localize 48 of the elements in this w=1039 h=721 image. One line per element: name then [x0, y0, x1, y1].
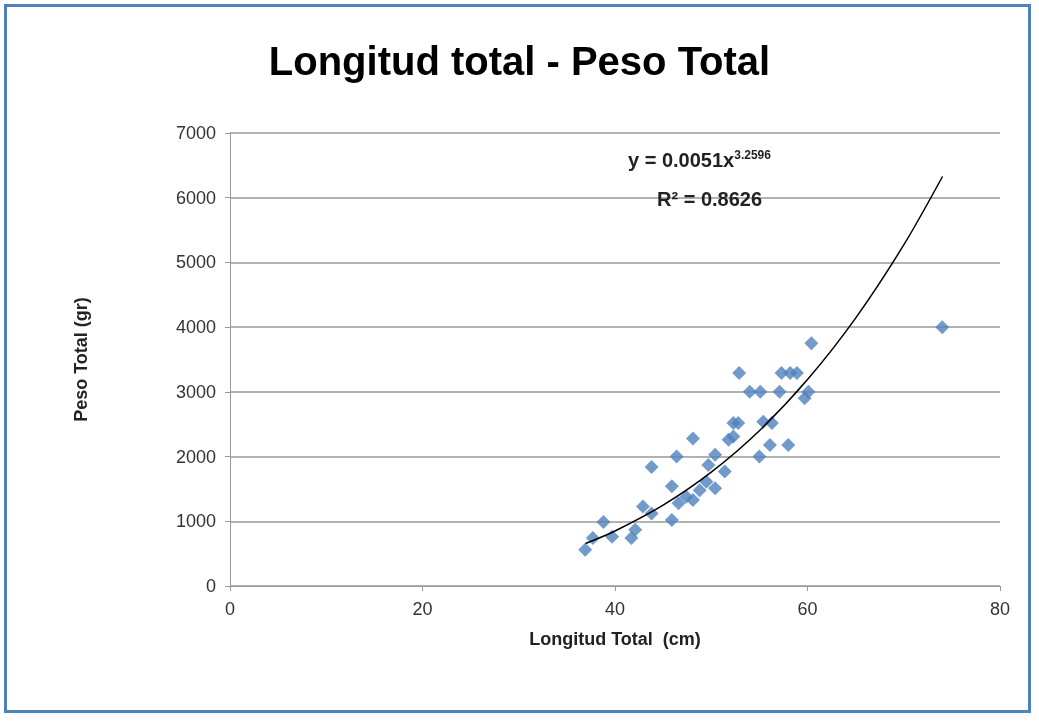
point	[664, 479, 679, 494]
point	[685, 492, 700, 507]
y-tick-label: 0	[205, 576, 216, 596]
x-tick-label: 60	[797, 599, 818, 619]
y-tick-label: 5000	[175, 252, 216, 273]
point	[669, 449, 684, 464]
y-tick-label: 3000	[175, 381, 216, 402]
point	[708, 447, 723, 462]
point	[624, 531, 639, 546]
point	[804, 336, 819, 351]
y-tick-label: 2000	[175, 446, 216, 467]
annotation: R² = 0.8626	[657, 188, 763, 211]
point	[801, 384, 816, 399]
point	[742, 384, 757, 399]
point	[644, 459, 659, 474]
chart-title: Longitud total - Peso Total	[268, 39, 771, 83]
x-tick-label: 40	[604, 599, 626, 619]
point	[596, 514, 611, 529]
point	[772, 384, 787, 399]
point	[701, 457, 716, 472]
point	[789, 366, 804, 381]
point	[578, 542, 593, 557]
point	[685, 431, 700, 446]
point	[692, 483, 707, 498]
point	[726, 429, 741, 444]
x-tick-label: 80	[989, 599, 1011, 619]
y-tick-label: 7000	[175, 123, 216, 143]
y-tick-label: 4000	[175, 317, 216, 338]
point	[752, 449, 767, 464]
point	[935, 320, 950, 335]
point	[753, 384, 768, 399]
x-axis-title: Longitud Total (cm)	[529, 629, 701, 649]
point	[762, 437, 777, 452]
point	[781, 437, 796, 452]
point	[717, 464, 732, 479]
point	[708, 481, 723, 496]
y-axis-title: Peso Total (gr)	[71, 297, 91, 422]
point	[628, 522, 643, 537]
point	[731, 415, 746, 430]
y-tick-label: 6000	[175, 187, 216, 208]
x-tick-label: 0	[224, 599, 236, 619]
point	[671, 496, 686, 511]
y-tick-label: 1000	[175, 511, 216, 532]
x-tick-label: 20	[412, 599, 433, 619]
annotation: y = 0.0051x$^{3.2596}$	[628, 148, 771, 172]
point	[664, 512, 679, 527]
point	[732, 366, 747, 381]
point	[635, 499, 650, 514]
